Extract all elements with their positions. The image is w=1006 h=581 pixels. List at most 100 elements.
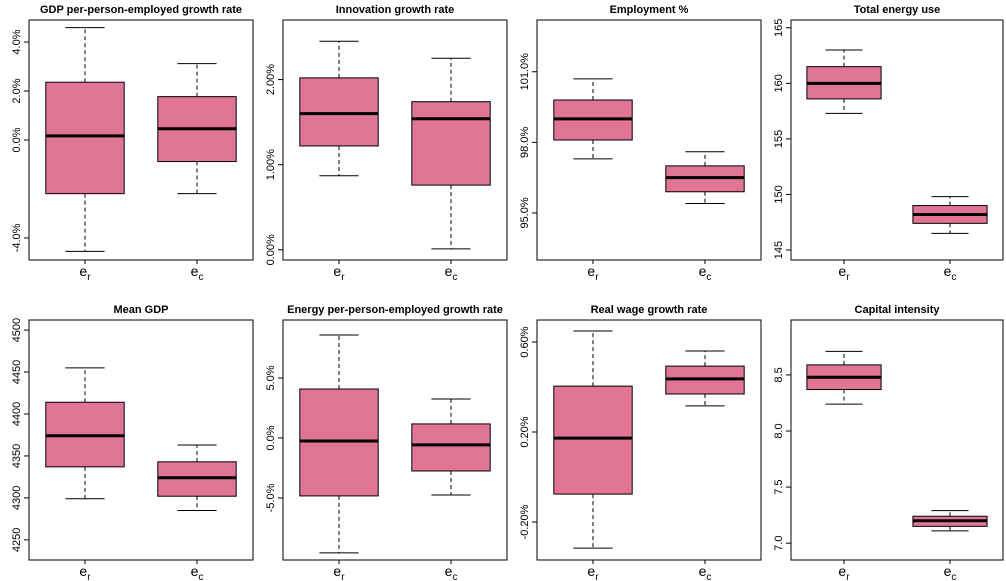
x-tick-label: ec [699,563,712,581]
x-tick-label: ec [699,263,712,283]
category-subscript: c [951,572,956,581]
plot-frame [536,19,762,261]
category-base: e [838,563,846,579]
category-base: e [333,563,341,579]
y-tick-label: 150 [773,185,785,203]
y-tick-label: -4.0% [11,223,23,252]
panel-title: Capital intensity [855,304,941,316]
y-tick-label: 4450 [11,360,23,384]
plot-frame [790,19,1004,261]
category-base: e [445,263,453,279]
y-tick-label: 4400 [11,402,23,426]
y-tick-label: 4500 [11,318,23,342]
y-tick-label: 1.00% [265,149,277,180]
panel-title: Total energy use [854,4,941,16]
x-tick-label: er [79,263,91,283]
category-base: e [838,263,846,279]
y-tick-label: 155 [773,130,785,148]
x-tick-label: er [587,563,599,581]
category-base: e [79,563,87,579]
plot-frame [536,319,762,561]
category-subscript: r [595,272,599,283]
panel-title: Employment % [610,4,689,16]
category-base: e [944,563,952,579]
x-tick-label: er [587,263,599,283]
category-subscript: r [846,572,850,581]
y-tick-label: 0.60% [519,326,531,357]
panel: GDP per-person-employed growth rate -4.0%… [11,4,254,283]
y-tick-label: 5.0% [265,365,277,390]
y-tick-label: 7.5 [773,479,785,494]
category-subscript: r [341,572,345,581]
y-tick-label: 4.0% [11,29,23,54]
y-tick-label: 4250 [11,528,23,552]
category-subscript: r [846,272,850,283]
plot-frame [282,19,508,261]
panel-title: Energy per-person-employed growth rate [287,304,503,316]
y-tick-label: 4350 [11,444,23,468]
category-base: e [191,563,199,579]
category-subscript: r [595,572,599,581]
y-tick-label: 0.00% [265,234,277,265]
y-tick-label: 0.0% [11,127,23,152]
category-base: e [587,263,595,279]
x-tick-label: er [79,563,91,581]
x-tick-label: er [333,563,345,581]
category-subscript: c [706,272,711,283]
category-subscript: c [706,572,711,581]
box [45,81,125,195]
panel-title: Real wage growth rate [591,304,708,316]
box [553,385,633,495]
category-base: e [699,263,707,279]
category-subscript: c [198,272,203,283]
y-tick-label: 160 [773,74,785,92]
x-tick-label: ec [191,563,204,581]
category-base: e [333,263,341,279]
x-tick-label: ec [445,563,458,581]
x-tick-label: ec [944,263,957,283]
x-tick-label: er [838,563,850,581]
plot-frame [28,319,254,561]
category-base: e [79,263,87,279]
category-base: e [191,263,199,279]
panel-title: Innovation growth rate [336,4,455,16]
category-subscript: r [87,572,91,581]
category-base: e [944,263,952,279]
x-tick-label: er [333,263,345,283]
plot-frame [790,319,1004,561]
y-tick-label: -5.0% [265,483,277,512]
y-tick-label: 101.0% [519,53,531,91]
category-subscript: c [452,572,457,581]
box [299,77,379,147]
category-base: e [445,563,453,579]
category-subscript: r [87,272,91,283]
y-tick-label: 98.0% [519,127,531,158]
box [411,101,491,186]
box [411,423,491,472]
y-tick-label: 95.0% [519,197,531,228]
panel: Real wage growth rate-0.20%0.20%0.60%er e… [519,304,762,581]
category-base: e [587,563,595,579]
y-tick-label: 165 [773,19,785,37]
panel: Energy per-person-employed growth rate -5… [265,304,508,581]
y-tick-label: 8.0 [773,423,785,438]
category-subscript: c [951,272,956,283]
y-tick-label: 2.00% [265,64,277,95]
y-tick-label: 145 [773,241,785,259]
y-tick-label: 4300 [11,486,23,510]
plot-frame [28,19,254,261]
category-subscript: c [452,272,457,283]
panel-title: GDP per-person-employed growth rate [40,4,242,16]
x-tick-label: ec [944,563,957,581]
x-tick-label: er [838,263,850,283]
panel-title: Mean GDP [113,304,168,316]
y-tick-label: 2.0% [11,78,23,103]
x-tick-label: ec [445,263,458,283]
y-tick-label: -0.20% [519,504,531,539]
x-tick-label: ec [191,263,204,283]
